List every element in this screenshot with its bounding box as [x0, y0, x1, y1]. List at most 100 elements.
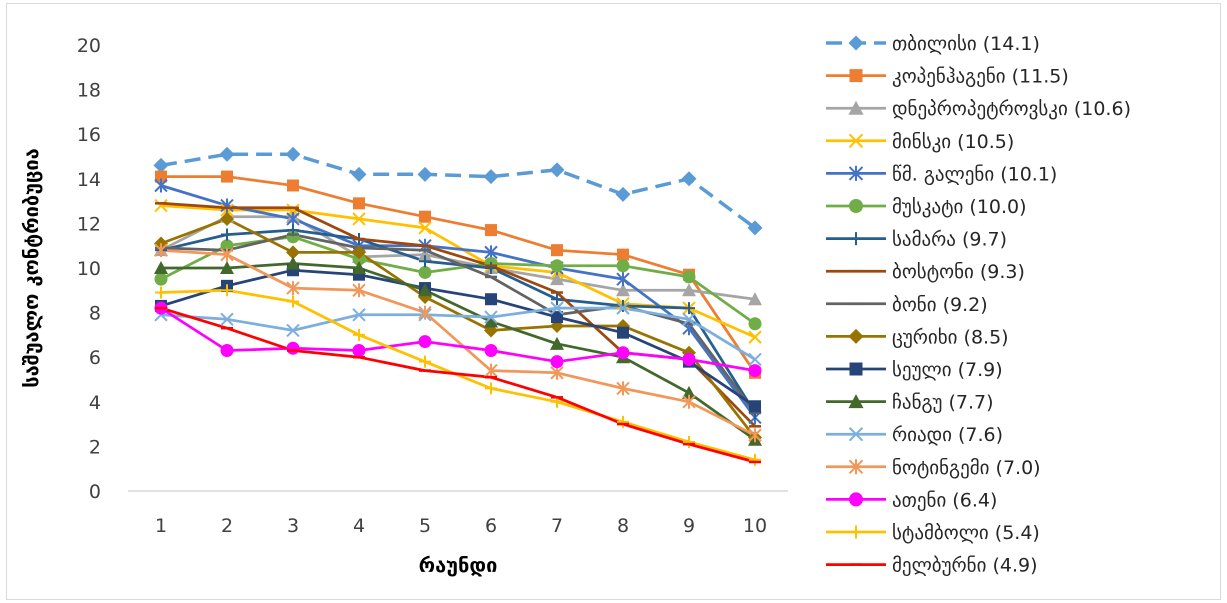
data-point: [748, 292, 762, 306]
legend-label: ცურიხი (8.5): [892, 326, 1009, 348]
x-tick-label: 2: [221, 515, 233, 537]
legend-label: წმ. გალენი (10.1): [892, 163, 1057, 185]
data-point: [417, 166, 433, 182]
data-point: [484, 344, 498, 358]
data-point: [485, 293, 497, 306]
legend-item: ცურიხი (8.5): [826, 326, 1009, 348]
legend-marker: [848, 459, 864, 475]
data-point: [286, 323, 300, 338]
data-point: [154, 261, 168, 274]
legend-item: სეული (7.9): [826, 359, 1003, 381]
series-line: [160, 152, 757, 230]
data-point: [220, 211, 234, 226]
data-point: [550, 355, 564, 369]
data-point: [682, 283, 696, 297]
data-point: [683, 435, 695, 448]
y-tick-label: 14: [77, 169, 101, 191]
y-axis-ticks: 0 2 4 6 8 10 12 14 16 18 20: [77, 35, 101, 503]
legend-item: დნეპროპეტროვსკი (10.6): [826, 98, 1131, 120]
legend-marker: [848, 100, 864, 115]
series-line: [160, 217, 757, 439]
legend-item: წმ. გალენი (10.1): [826, 163, 1057, 185]
data-point: [748, 364, 762, 378]
data-point: [285, 146, 301, 162]
data-point: [682, 394, 696, 409]
legend-item: ბონი (9.2): [826, 294, 988, 316]
data-point: [683, 302, 695, 315]
data-point: [221, 284, 233, 297]
data-point: [352, 261, 366, 274]
y-tick-label: 20: [77, 35, 101, 57]
y-tick-label: 10: [77, 258, 101, 280]
x-axis-ticks: 1 2 3 4 5 6 7 8 9 10: [155, 515, 767, 537]
data-point: [681, 171, 697, 187]
y-tick-label: 16: [77, 124, 101, 146]
legend-item: სტამბოლი (5.4): [826, 522, 1040, 544]
series-line: [160, 306, 756, 372]
data-point: [749, 400, 761, 413]
data-point: [617, 326, 629, 339]
legend-label: კოპენჰაგენი (11.5): [892, 66, 1069, 88]
x-tick-label: 6: [485, 515, 497, 537]
data-point: [352, 245, 366, 260]
legend-label: ათენი (6.4): [892, 489, 997, 511]
data-point: [550, 301, 564, 315]
y-tick-label: 4: [89, 392, 101, 414]
series-line: [161, 175, 757, 374]
legend-item: მუსკატი (10.0): [826, 196, 1027, 218]
data-point: [219, 146, 235, 162]
series-line: [160, 215, 756, 301]
y-axis-title: საშუალო კონტრიბუცია: [19, 148, 43, 388]
legend-item: კოპენჰაგენი (11.5): [826, 66, 1069, 88]
x-tick-label: 10: [743, 515, 767, 537]
data-point: [617, 415, 629, 428]
data-point: [616, 381, 630, 396]
data-point: [616, 346, 630, 360]
data-point: [749, 453, 761, 466]
data-point: [748, 428, 762, 443]
data-point: [419, 355, 431, 368]
data-point: [682, 312, 696, 326]
legend-marker: [848, 133, 864, 149]
series-line: [161, 262, 756, 441]
legend-label: რიადი (7.6): [892, 424, 1003, 446]
data-point: [153, 157, 169, 173]
data-point: [616, 283, 630, 297]
legend-label: სეული (7.9): [892, 359, 1003, 381]
y-tick-label: 12: [77, 213, 101, 235]
x-tick-label: 9: [683, 515, 695, 537]
data-point: [550, 336, 564, 350]
x-tick-label: 5: [419, 515, 431, 537]
chart-frame: [6, 3, 1221, 600]
x-tick-label: 1: [155, 515, 167, 537]
data-point: [484, 310, 498, 324]
data-point: [220, 247, 234, 262]
data-point: [287, 179, 299, 192]
data-point: [616, 259, 630, 273]
series-line: [160, 268, 756, 408]
legend-label: მინსკი (10.5): [892, 131, 1014, 153]
legend-label: ბოსტონი (9.3): [892, 261, 1025, 283]
data-point: [748, 317, 762, 331]
data-point: [616, 272, 630, 287]
legend-marker: [849, 199, 863, 213]
legend-marker: [848, 426, 864, 442]
data-point: [154, 178, 168, 193]
data-point: [485, 224, 497, 237]
data-point: [286, 245, 300, 260]
data-point: [549, 162, 565, 178]
legend-label: დნეპროპეტროვსკი (10.6): [892, 98, 1131, 120]
legend-marker: [849, 232, 863, 246]
legend-label: სამარა (9.7): [892, 229, 1007, 251]
data-point: [682, 270, 696, 284]
y-tick-label: 6: [89, 347, 101, 369]
legend-label: მელბურნი (4.9): [892, 555, 1038, 577]
legend-marker: [849, 525, 863, 539]
legend-marker: [848, 394, 864, 409]
legend-label: ნოტინგემი (7.0): [892, 457, 1041, 479]
data-point: [485, 382, 497, 395]
data-point: [154, 198, 168, 213]
series-line: [160, 306, 756, 361]
data-point: [419, 255, 431, 268]
